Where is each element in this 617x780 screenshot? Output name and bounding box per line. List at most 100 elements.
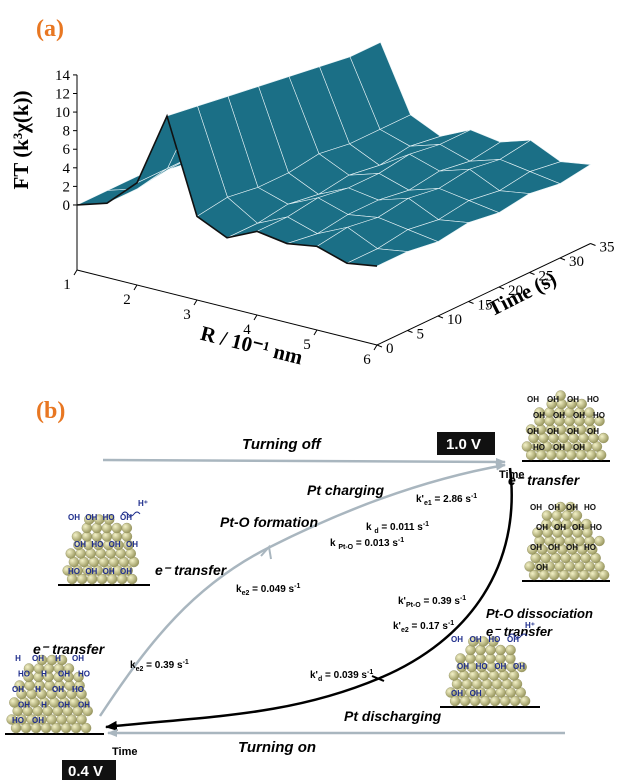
adsorbate-label: OH <box>553 411 565 420</box>
z-tick-label: 2 <box>63 179 71 195</box>
atom <box>449 671 459 681</box>
rate-value: = 0.049 s <box>249 584 294 595</box>
adsorbate-label: HO <box>590 523 602 532</box>
adsorbate-label: HO <box>78 670 90 679</box>
adsorbate-label: HO <box>587 395 599 404</box>
process-label: Pt-O dissociation <box>486 606 593 621</box>
adsorbate-label: OH <box>103 567 115 576</box>
atom <box>112 523 122 533</box>
potential-label: 1.0 V <box>446 436 481 453</box>
adsorbate-label: OH <box>572 523 584 532</box>
rate-value: = 0.39 s <box>143 660 183 671</box>
adsorbate-label: OH <box>507 635 519 644</box>
z-tick-label: 0 <box>63 198 71 214</box>
y-tick-label: 5 <box>417 327 425 343</box>
rate-unit-exponent: -1 <box>398 537 404 544</box>
adsorbate-label: H <box>15 654 21 663</box>
adsorbate-label: H <box>41 701 47 710</box>
x-tick <box>194 300 197 305</box>
adsorbate-label: OH <box>547 427 559 436</box>
adsorbate-label: OH <box>32 654 44 663</box>
adsorbate-label: OH <box>470 689 482 698</box>
adsorbate-label: OH <box>85 513 97 522</box>
process-label: Turning off <box>242 436 323 453</box>
adsorbate-label: HO <box>12 716 24 725</box>
adsorbate-label: OH <box>85 567 97 576</box>
adsorbate-label: HO <box>68 567 80 576</box>
y-tick-label: 10 <box>447 312 462 328</box>
adsorbate-label: HO <box>533 443 545 452</box>
adsorbate-label: OH <box>120 513 132 522</box>
adsorbate-label: OH <box>126 540 138 549</box>
adsorbate-label: OH <box>12 685 24 694</box>
figure: (a)0246810121412345605101520253035FT (k³… <box>0 0 617 780</box>
adsorbate-label: OH <box>527 427 539 436</box>
x-tick <box>314 330 317 335</box>
adsorbate-label: OH <box>548 503 560 512</box>
adsorbate-label: OH <box>470 635 482 644</box>
process-label: e⁻ transfer <box>155 562 228 578</box>
rate-constant: k Pt-O = 0.013 s-1 <box>330 537 404 551</box>
rate-symbol: k' <box>310 670 318 681</box>
adsorbate-label: OH <box>494 662 506 671</box>
y-tick-label: 30 <box>569 254 584 270</box>
adsorbate-label: HO <box>91 540 103 549</box>
process-label: Pt discharging <box>344 708 442 724</box>
adsorbate-label: OH <box>457 662 469 671</box>
rate-value: = 0.013 s <box>353 538 398 549</box>
atom <box>496 645 506 655</box>
adsorbate-label: OH <box>451 689 463 698</box>
atom <box>542 511 552 521</box>
z-tick-label: 4 <box>63 161 71 177</box>
adsorbate-label: OH <box>567 395 579 404</box>
rate-unit-exponent: -1 <box>367 669 373 676</box>
adsorbate-label: OH <box>530 543 542 552</box>
rate-constant: k'Pt-O = 0.39 s-1 <box>398 595 466 609</box>
adsorbate-label: HO <box>584 503 596 512</box>
rate-value: = 0.039 s <box>322 670 367 681</box>
atom <box>506 645 516 655</box>
process-label: Turning on <box>238 739 316 756</box>
rate-unit-exponent: -1 <box>423 521 429 528</box>
page: {"chart_data": {"type": "surface", "pane… <box>0 0 617 780</box>
rate-constant: ke2 = 0.049 s-1 <box>236 583 300 597</box>
time-label: Time <box>112 746 137 758</box>
rate-constant: k'd = 0.039 s-1 <box>310 669 373 683</box>
adsorbate-label: OH <box>68 513 80 522</box>
y-axis-title: Time (s) <box>484 266 561 321</box>
rate-symbol: k' <box>398 596 406 607</box>
rate-symbol: k' <box>393 621 401 632</box>
rate-subscript: Pt-O <box>406 602 421 609</box>
adsorbate-label: OH <box>533 411 545 420</box>
rate-subscript: Pt-O <box>338 544 353 551</box>
adsorbate-label: OH <box>530 503 542 512</box>
adsorbate-label: OH <box>52 685 64 694</box>
y-tick-label: 35 <box>600 240 615 256</box>
rate-subscript: e2 <box>136 666 144 673</box>
adsorbate-label: OH <box>553 443 565 452</box>
adsorbate-label: HO <box>593 411 605 420</box>
adsorbate-label: HO <box>476 662 488 671</box>
turn-off-arrow <box>103 460 505 462</box>
adsorbate-label: OH <box>120 567 132 576</box>
rate-value: = 2.86 s <box>432 494 472 505</box>
x-tick-label: 1 <box>63 277 71 293</box>
rate-subscript: e1 <box>424 500 432 507</box>
y-tick <box>591 244 596 246</box>
adsorbate-label: OH <box>573 443 585 452</box>
adsorbate-label: HO <box>18 670 30 679</box>
rate-value: = 0.17 s <box>409 621 449 632</box>
adsorbate-label: HO <box>72 685 84 694</box>
adsorbate-label: OH <box>513 662 525 671</box>
adsorbate-label: OH <box>18 701 30 710</box>
axis-line <box>377 244 591 346</box>
process-label: Pt-O formation <box>220 514 318 530</box>
adsorbate-label: OH <box>58 670 70 679</box>
adsorbate-label: HO <box>584 543 596 552</box>
adsorbate-label: OH <box>72 654 84 663</box>
adsorbate-label: H <box>41 670 47 679</box>
adsorbate-label: OH <box>74 540 86 549</box>
x-axis-title: R / 10⁻¹ nm <box>198 321 306 370</box>
adsorbate-label: HO <box>488 635 500 644</box>
adsorbate-label: OH <box>548 543 560 552</box>
